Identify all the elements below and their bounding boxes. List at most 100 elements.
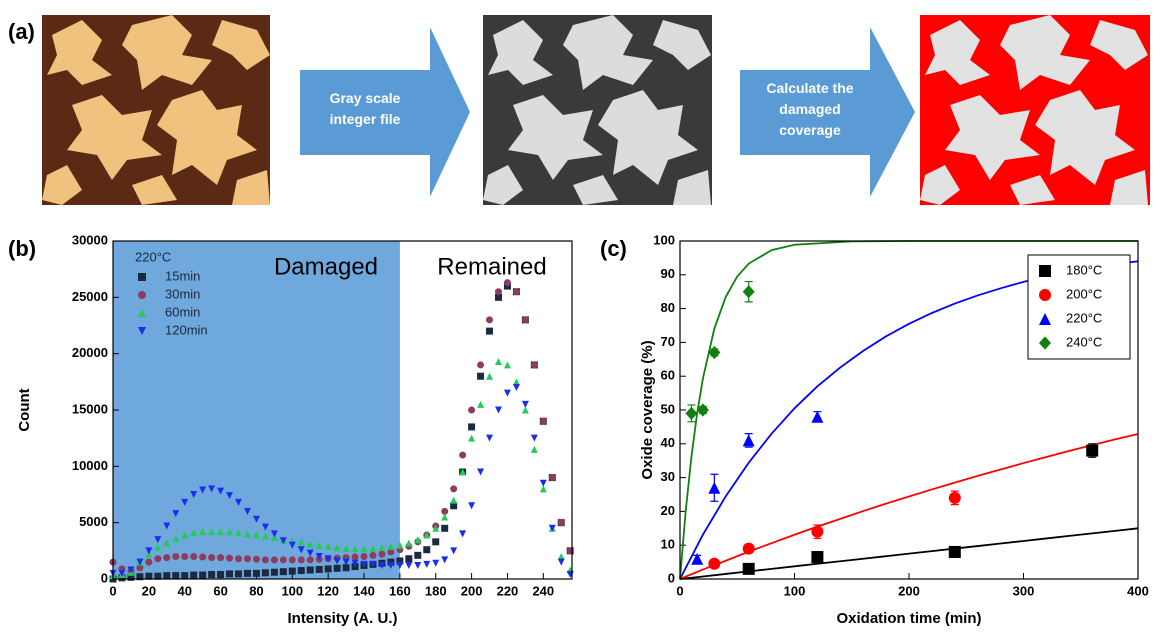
y-axis-label: Oxide coverage (%) (639, 340, 656, 479)
marker (743, 285, 755, 298)
step-label: Gray scale integer file (306, 88, 424, 130)
marker (244, 570, 251, 577)
legend-marker (138, 291, 146, 299)
marker (441, 514, 448, 521)
x-tick-label: 200 (898, 583, 920, 598)
marker (495, 407, 502, 414)
y-tick-label: 70 (661, 334, 675, 349)
marker (540, 418, 547, 425)
step-label: Calculate the damaged coverage (751, 78, 869, 141)
marker (531, 361, 538, 368)
y-tick-label: 20000 (72, 345, 108, 360)
x-tick-label: 20 (142, 583, 156, 598)
marker (226, 570, 233, 577)
marker (190, 572, 197, 579)
marker (441, 525, 448, 532)
marker (172, 553, 179, 560)
marker (423, 561, 430, 568)
annotation: Remained (437, 253, 546, 280)
marker (459, 530, 466, 537)
marker (208, 571, 215, 578)
marker (280, 568, 287, 575)
marker (253, 570, 260, 577)
y-tick-label: 100 (653, 232, 675, 247)
y-tick-label: 25000 (72, 289, 108, 304)
y-tick-label: 15000 (72, 401, 108, 416)
marker (423, 546, 430, 553)
marker (522, 401, 529, 408)
x-tick-label: 240 (532, 583, 554, 598)
marker (307, 556, 314, 563)
marker (477, 361, 484, 368)
marker (154, 555, 161, 562)
chart: (a) DamagedRemained(b)020406080100120140… (0, 0, 1164, 639)
x-tick-label: 40 (177, 583, 191, 598)
marker (244, 555, 251, 562)
marker (468, 407, 475, 414)
marker (513, 384, 520, 391)
legend-label: 240°C (1066, 334, 1102, 349)
legend-label: 30min (165, 286, 200, 301)
x-tick-label: 60 (213, 583, 227, 598)
panel-label: (c) (600, 236, 627, 261)
marker (811, 551, 823, 563)
marker (298, 556, 305, 563)
legend-marker (1039, 289, 1051, 301)
marker (743, 563, 755, 575)
y-tick-label: 60 (661, 368, 675, 383)
marker (298, 567, 305, 574)
marker (504, 390, 511, 397)
marker (316, 566, 323, 573)
marker (522, 316, 529, 323)
x-tick-label: 180 (425, 583, 447, 598)
marker (477, 401, 484, 408)
marker (378, 551, 385, 558)
y-tick-label: 30 (661, 469, 675, 484)
marker (280, 556, 287, 563)
marker (504, 361, 511, 368)
marker (468, 423, 475, 430)
figure: (a) DamagedRemained(b)020406080100120140… (0, 0, 1164, 639)
marker (271, 556, 278, 563)
y-tick-label: 40 (661, 435, 675, 450)
y-tick-label: 80 (661, 300, 675, 315)
marker (743, 434, 755, 446)
legend-label: 220°C (1066, 310, 1102, 325)
marker (567, 547, 574, 554)
x-tick-label: 200 (461, 583, 483, 598)
x-tick-label: 120 (317, 583, 339, 598)
marker (567, 571, 574, 578)
panel-a: (a) (8, 15, 1150, 205)
marker (558, 519, 565, 526)
marker (486, 328, 493, 335)
marker (253, 556, 260, 563)
marker (495, 358, 502, 365)
marker (949, 492, 961, 504)
y-tick-label: 10000 (72, 458, 108, 473)
marker (459, 452, 466, 459)
marker (450, 547, 457, 554)
x-tick-label: 220 (497, 583, 519, 598)
marker (531, 435, 538, 442)
marker (450, 485, 457, 492)
legend-marker (138, 273, 146, 281)
x-tick-label: 160 (389, 583, 411, 598)
marker (145, 559, 152, 566)
marker (558, 559, 565, 566)
marker (217, 571, 224, 578)
marker (949, 546, 961, 558)
marker (262, 556, 269, 563)
marker (271, 569, 278, 576)
marker (208, 554, 215, 561)
x-tick-label: 80 (249, 583, 263, 598)
marker (1086, 445, 1098, 457)
panel-label: (a) (8, 19, 35, 44)
marker (405, 562, 412, 569)
x-tick-label: 0 (676, 583, 683, 598)
marker (477, 373, 484, 380)
marker (743, 543, 755, 555)
marker (289, 556, 296, 563)
marker (325, 565, 332, 572)
marker (441, 556, 448, 563)
marker (477, 468, 484, 475)
